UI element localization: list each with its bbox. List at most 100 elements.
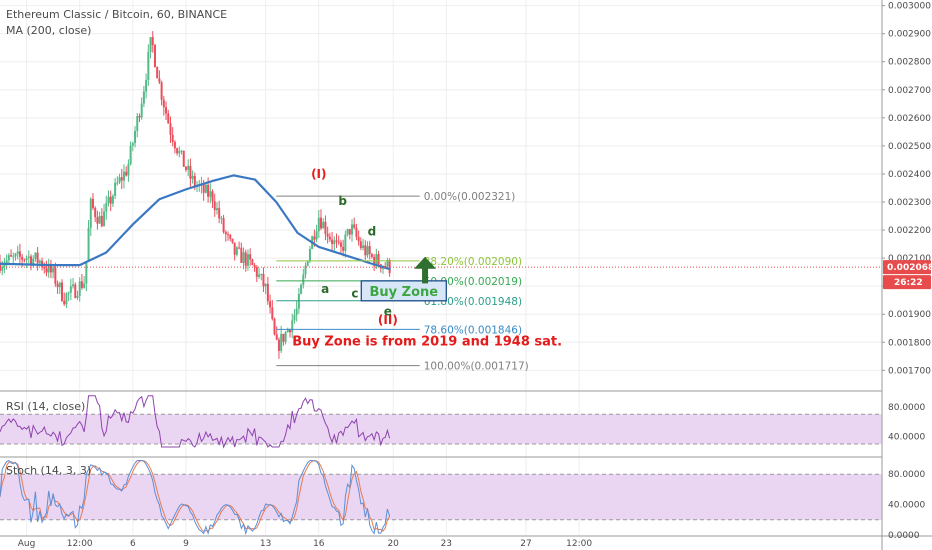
candle-body <box>264 283 267 287</box>
stoch-legend[interactable]: Stoch (14, 3, 3) <box>6 464 91 477</box>
price-tick-label: 0.002300 <box>888 198 931 208</box>
fib-label: 38.20%(0.002090) <box>424 256 522 268</box>
stoch-panel <box>0 459 391 535</box>
candle-body <box>235 247 238 255</box>
candle-body <box>34 252 37 259</box>
candle-body <box>87 227 90 262</box>
candle-body <box>211 191 214 202</box>
candle-body <box>29 256 32 266</box>
buy-zone-rect[interactable] <box>360 280 447 302</box>
buy-zone-box[interactable]: Buy Zone <box>360 280 447 302</box>
stoch-k-line <box>0 459 391 535</box>
price-tick-label: 0.001800 <box>888 338 931 348</box>
fib-label: 78.60%(0.001846) <box>424 324 522 336</box>
rsi-legend[interactable]: RSI (14, close) <box>6 400 85 413</box>
wave-label: b <box>338 194 347 208</box>
candle-body <box>182 150 185 167</box>
time-tick-label: 16 <box>313 539 325 549</box>
candle-body <box>291 320 294 333</box>
candle-body <box>300 284 303 294</box>
candle-body <box>220 218 223 220</box>
candle-body <box>32 258 35 266</box>
candle-body <box>353 224 356 228</box>
candle-body <box>377 254 380 265</box>
rsi-tick-label: 40.0000 <box>888 433 925 443</box>
candle-body <box>255 266 258 277</box>
countdown-badge-value: 26:22 <box>894 278 923 288</box>
candle-body <box>246 254 249 266</box>
candle-body <box>308 248 311 262</box>
candle-body <box>14 253 17 257</box>
candle-body <box>227 234 230 236</box>
candle-body <box>60 282 63 301</box>
wave-label: d <box>368 225 377 239</box>
fib-retracement[interactable]: 0.00%(0.002321) 38.20%(0.002090) 50.00%(0.… <box>276 191 529 373</box>
candle-body <box>355 227 358 237</box>
candle-body <box>142 91 145 104</box>
ma-legend[interactable]: MA (200, close) <box>6 24 91 37</box>
candle-body <box>366 246 369 256</box>
price-tick-label: 0.002400 <box>888 170 931 180</box>
candle-body <box>54 267 57 284</box>
rsi-line <box>0 395 391 449</box>
up-arrow-icon[interactable] <box>414 256 437 284</box>
buy-zone-label: Buy Zone <box>370 285 439 300</box>
candle-body <box>244 252 247 266</box>
candle-body <box>280 333 283 351</box>
price-badge-bg <box>883 260 931 275</box>
candle-body <box>335 240 338 242</box>
candle-body <box>111 196 114 204</box>
time-tick-label: Aug <box>18 539 36 549</box>
candle-body <box>204 184 207 193</box>
wave-label: (I) <box>311 167 326 181</box>
countdown-badge-bg <box>883 275 931 290</box>
time-tick-label: 12:00 <box>67 539 93 549</box>
candle-body <box>176 148 179 154</box>
time-axis[interactable]: Aug 12:00 6 9 13 16 20 23 27 12:00 <box>18 539 593 549</box>
candle-body <box>116 182 119 184</box>
candle-body <box>357 236 360 242</box>
price-tick-label: 0.002500 <box>888 142 931 152</box>
candle-body <box>364 245 367 256</box>
wave-label: (II) <box>378 313 398 327</box>
candle-body <box>103 211 106 227</box>
rsi-panel <box>0 395 391 449</box>
candle-body <box>317 217 320 232</box>
fib-label: 100.00%(0.001717) <box>424 361 529 373</box>
price-tick-label: 0.003000 <box>888 2 931 12</box>
candle-body <box>118 177 121 183</box>
wave-label: e <box>384 305 392 319</box>
candle-body <box>63 300 66 305</box>
grid <box>0 0 882 535</box>
candle-body <box>368 246 371 255</box>
candle-body <box>100 215 103 227</box>
buy-zone-annotation: Buy Zone is from 2019 and 1948 sat. <box>292 335 562 350</box>
price-axis[interactable]: 0.003000 0.002900 0.002800 0.002700 0.002600… <box>882 2 931 541</box>
stoch-tick-label: 0.0000 <box>888 531 920 541</box>
candle-body <box>375 254 378 266</box>
candle-body <box>322 221 325 229</box>
chart-title[interactable]: Ethereum Classic / Bitcoin, 60, BINANCE <box>6 8 227 21</box>
candle-body <box>127 164 130 176</box>
fib-label: 0.00%(0.002321) <box>424 191 516 203</box>
candle-body <box>222 218 225 233</box>
candle-body <box>251 259 254 265</box>
candle-body <box>271 307 274 319</box>
candle-body <box>0 262 1 271</box>
price-tick-label: 0.001900 <box>888 310 931 320</box>
candle-body <box>187 165 190 170</box>
candle-body <box>165 107 168 114</box>
candle-body <box>3 264 6 267</box>
candle-body <box>193 175 196 186</box>
time-tick-label: 12:00 <box>566 539 592 549</box>
rsi-tick-label: 80.0000 <box>888 403 925 413</box>
candle-body <box>169 123 172 135</box>
candle-body <box>147 51 150 81</box>
stoch-d-line <box>0 460 391 533</box>
candle-body <box>384 266 387 268</box>
time-tick-label: 13 <box>260 539 271 549</box>
candle-body <box>295 308 298 315</box>
time-tick-label: 6 <box>130 539 136 549</box>
stoch-band <box>0 474 882 520</box>
